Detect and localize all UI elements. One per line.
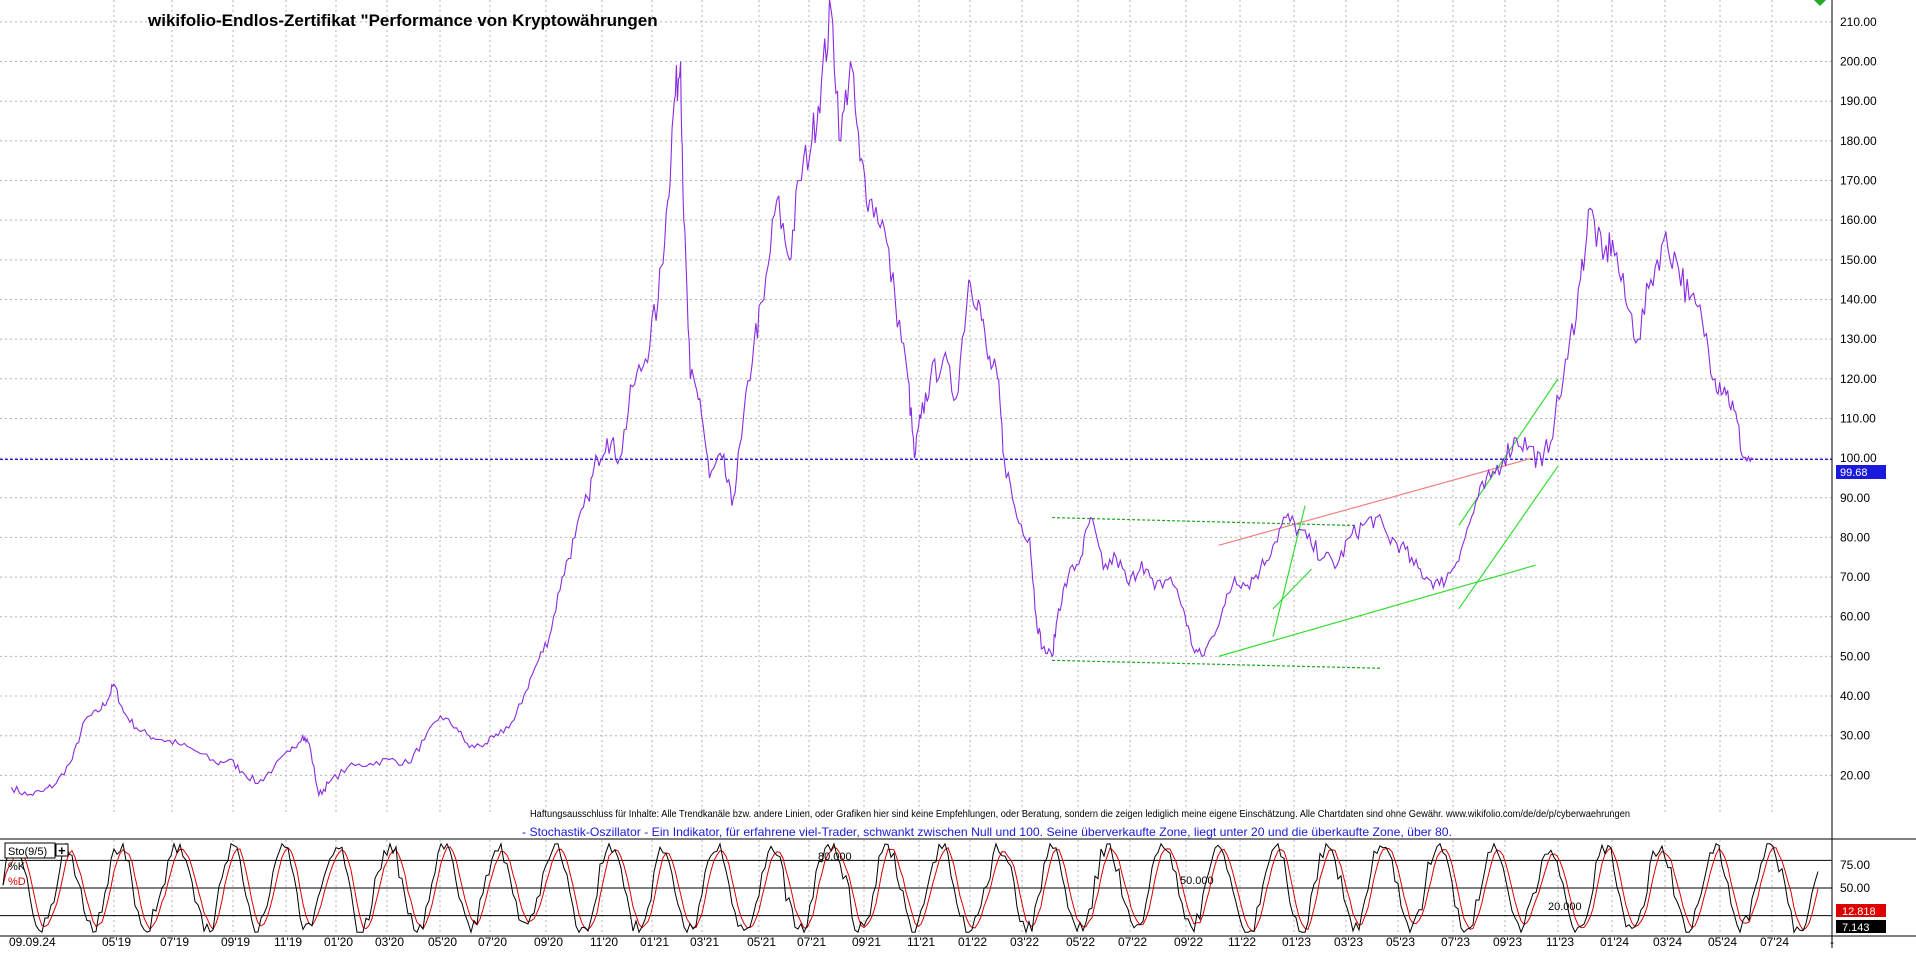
- x-tick-label: 09'23: [1493, 935, 1522, 948]
- trend-line: [1458, 378, 1559, 526]
- d-value-badge: [1836, 920, 1886, 933]
- grid-layer: [0, 0, 1832, 935]
- y-tick-label: 180.00: [1840, 134, 1877, 148]
- y-tick-label: 20.00: [1840, 768, 1870, 782]
- y-tick-label: 70.00: [1840, 570, 1870, 584]
- y-tick-label: 60.00: [1840, 610, 1870, 624]
- x-tick-label: 03'22: [1010, 935, 1039, 948]
- y-tick-label: 190.00: [1840, 94, 1877, 108]
- x-tick-label: 01'24: [1600, 935, 1629, 948]
- y-tick-label: 50.00: [1840, 649, 1870, 663]
- x-tick-label: 11'22: [1228, 935, 1256, 948]
- x-tick-label: 07'24: [1760, 935, 1789, 948]
- legend-d: %D: [8, 876, 26, 888]
- stoch-d-line: [2, 846, 1819, 933]
- x-tick-label: 09'22: [1174, 935, 1203, 948]
- stoch-level-20: 20.000: [1548, 901, 1582, 913]
- x-tick-label: 05'20: [428, 935, 457, 948]
- x-tick-label: 11'19: [274, 935, 302, 948]
- chart-title: wikifolio-Endlos-Zertifikat "Performance…: [147, 11, 658, 30]
- arrow-down-icon: [1814, 0, 1826, 6]
- last-price-label: 99.68: [1840, 467, 1868, 479]
- y-tick-label: 160.00: [1840, 213, 1877, 227]
- x-tick-label: 07'19: [160, 935, 189, 948]
- y-tick-label: 40.00: [1840, 689, 1870, 703]
- trend-line: [1272, 568, 1312, 610]
- x-tick-label: 05'23: [1386, 935, 1415, 948]
- stoch-expand-button[interactable]: [55, 843, 69, 857]
- x-tick-label: 05'21: [747, 935, 776, 948]
- price-layer: [10, 0, 1754, 798]
- y-tick-label: 100.00: [1840, 451, 1877, 465]
- y-tick-label: 90.00: [1840, 491, 1870, 505]
- k-value-label: 12.818: [1842, 906, 1876, 918]
- x-tick-label: 01'22: [958, 935, 987, 948]
- legend-k: %K: [8, 861, 26, 873]
- x-tick-label: 09'20: [534, 935, 563, 948]
- y-tick-label: 120.00: [1840, 372, 1877, 386]
- x-tick-label: 01'23: [1282, 935, 1311, 948]
- trend-line: [1052, 516, 1357, 527]
- price-series-line: [10, 0, 1754, 798]
- stoch-name-label: Sto(9/5): [8, 846, 47, 858]
- stoch-y-tick-label: 75.00: [1840, 858, 1870, 872]
- x-tick-label: 01'20: [324, 935, 353, 948]
- trend-line: [1272, 505, 1306, 637]
- x-tick-label: 03'24: [1653, 935, 1682, 948]
- disclaimer-text: Haftungsausschluss für Inhalte: Alle Tre…: [530, 809, 1630, 820]
- y-tick-label: 80.00: [1840, 530, 1870, 544]
- y-tick-label: 210.00: [1840, 15, 1877, 29]
- x-tick-label: 11'20: [590, 935, 618, 948]
- trend-layer: [1052, 378, 1559, 669]
- trend-line: [1218, 564, 1536, 657]
- last-price-badge: [1836, 465, 1886, 479]
- plus-icon: +: [58, 843, 66, 858]
- y-tick-label: 200.00: [1840, 55, 1877, 69]
- k-value-badge: [1836, 904, 1886, 917]
- stoch-k-line: [2, 841, 1819, 935]
- x-tick-label: 07'23: [1441, 935, 1470, 948]
- trend-line: [1218, 457, 1533, 546]
- stoch-level-80: 80.000: [818, 851, 852, 863]
- x-tick-label: 03'20: [375, 935, 404, 948]
- y-tick-label: 140.00: [1840, 292, 1877, 306]
- y-tick-label: 170.00: [1840, 174, 1877, 188]
- y-tick-label: 150.00: [1840, 253, 1877, 267]
- x-tick-label: 09'21: [852, 935, 881, 948]
- x-tick-label: 09'19: [221, 935, 250, 948]
- x-tick-label: 05'24: [1708, 935, 1737, 948]
- stoch-y-tick-label: 50.00: [1840, 881, 1870, 895]
- x-tick-label: 07'22: [1118, 935, 1147, 948]
- y-tick-label: 30.00: [1840, 729, 1870, 743]
- x-tick-label: 11'21: [907, 935, 935, 948]
- x-tick-label: 05'19: [102, 935, 131, 948]
- trend-line: [1458, 465, 1559, 610]
- indicator-note: - Stochastik-Oszillator - Ein Indikator,…: [522, 825, 1452, 839]
- y-tick-label: 110.00: [1840, 411, 1876, 425]
- x-tick-label: 07'21: [797, 935, 826, 948]
- x-tick-label: 09.09.24: [9, 935, 56, 948]
- stoch-layer: [0, 841, 1832, 935]
- stoch-level-50: 50.000: [1180, 875, 1214, 887]
- x-tick-label: 07'20: [478, 935, 507, 948]
- x-tick-label: 01'21: [640, 935, 669, 948]
- x-tick-label: 03'21: [690, 935, 719, 948]
- x-tick-label: 05'22: [1066, 935, 1095, 948]
- y-tick-label: 130.00: [1840, 332, 1877, 346]
- x-tick-label: 03'23: [1334, 935, 1363, 948]
- stoch-name-box: [4, 842, 56, 859]
- d-value-label: 7.143: [1842, 922, 1870, 934]
- x-tick-label: 11'23: [1546, 935, 1574, 948]
